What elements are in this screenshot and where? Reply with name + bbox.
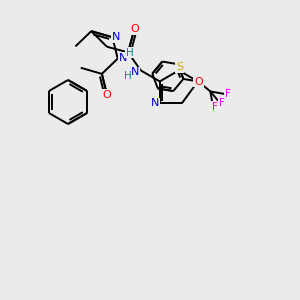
- Text: O: O: [130, 24, 139, 34]
- Text: O: O: [103, 90, 112, 100]
- Text: H: H: [124, 71, 132, 81]
- Text: N: N: [151, 98, 159, 108]
- Text: N: N: [130, 68, 139, 77]
- Text: N: N: [112, 32, 121, 42]
- Text: N: N: [118, 52, 127, 63]
- Text: F: F: [212, 102, 218, 112]
- Text: S: S: [176, 62, 183, 72]
- Text: F: F: [219, 98, 225, 108]
- Text: F: F: [225, 89, 230, 99]
- Text: O: O: [194, 76, 203, 86]
- Text: H: H: [126, 48, 134, 58]
